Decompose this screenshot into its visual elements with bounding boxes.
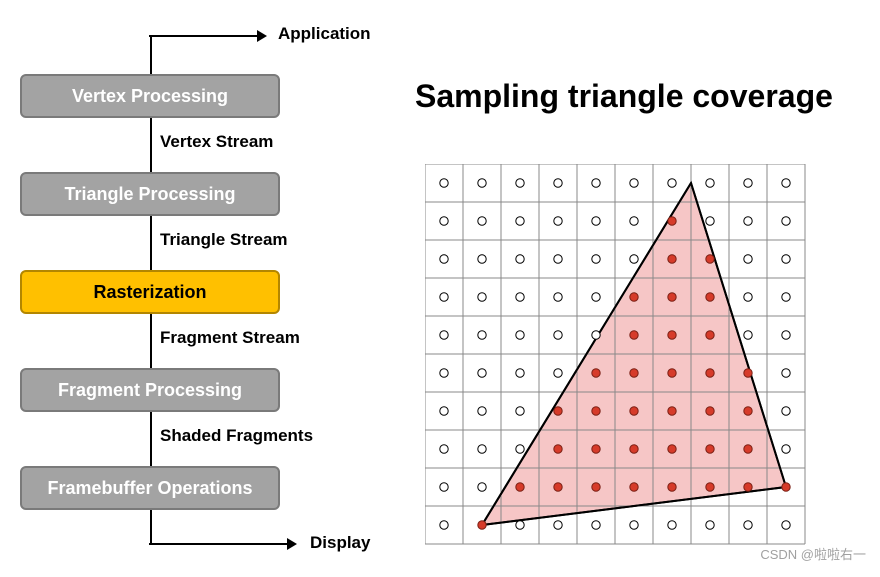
application-arrow — [149, 28, 269, 44]
application-label: Application — [278, 24, 371, 44]
pipeline-stage: Fragment Processing — [20, 368, 280, 412]
pipeline-stream-label: Triangle Stream — [160, 230, 288, 250]
display-arrow — [149, 536, 299, 552]
sampling-grid-svg — [425, 164, 806, 545]
pipeline-stage: Rasterization — [20, 270, 280, 314]
sampling-grid — [425, 164, 806, 545]
pipeline-stream-label: Shaded Fragments — [160, 426, 313, 446]
pipeline-stage: Framebuffer Operations — [20, 466, 280, 510]
display-label: Display — [310, 533, 370, 553]
pipeline-column: Application Vertex Processing Triangle Pr… — [0, 0, 400, 577]
pipeline-stream-label: Vertex Stream — [160, 132, 273, 152]
sampling-panel: Sampling triangle coverage — [400, 0, 880, 577]
pipeline-stage: Vertex Processing — [20, 74, 280, 118]
pipeline-stream-label: Fragment Stream — [160, 328, 300, 348]
watermark: CSDN @啦啦右一 — [760, 544, 866, 563]
pipeline-stage: Triangle Processing — [20, 172, 280, 216]
sampling-title: Sampling triangle coverage — [415, 78, 833, 115]
